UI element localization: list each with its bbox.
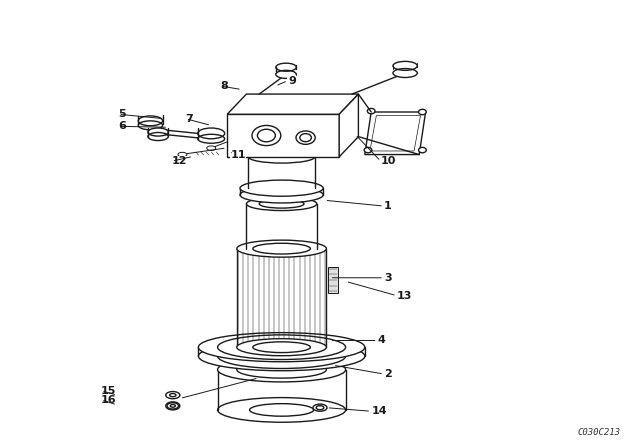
Text: 3: 3 — [384, 273, 392, 283]
Ellipse shape — [246, 197, 317, 211]
Ellipse shape — [393, 69, 417, 78]
Ellipse shape — [207, 146, 216, 151]
Bar — [328, 267, 338, 293]
Text: 6: 6 — [118, 121, 126, 131]
Ellipse shape — [419, 147, 426, 153]
Ellipse shape — [166, 402, 180, 410]
Ellipse shape — [218, 358, 346, 382]
Ellipse shape — [237, 339, 326, 356]
Text: 14: 14 — [371, 406, 387, 416]
Ellipse shape — [198, 332, 365, 362]
Ellipse shape — [419, 109, 426, 115]
Ellipse shape — [178, 152, 187, 157]
Text: 7: 7 — [186, 114, 193, 124]
Text: 10: 10 — [381, 156, 396, 166]
Ellipse shape — [218, 398, 346, 422]
Text: 13: 13 — [397, 291, 412, 301]
Ellipse shape — [248, 151, 315, 163]
Text: 16: 16 — [101, 395, 116, 405]
Text: 5: 5 — [118, 109, 126, 119]
Ellipse shape — [296, 131, 316, 144]
Ellipse shape — [313, 404, 327, 411]
Text: 12: 12 — [172, 156, 187, 166]
Ellipse shape — [166, 392, 180, 399]
Ellipse shape — [198, 128, 225, 139]
Polygon shape — [339, 94, 358, 157]
Text: 2: 2 — [384, 369, 392, 379]
Ellipse shape — [276, 70, 296, 78]
Text: 4: 4 — [378, 336, 385, 345]
Ellipse shape — [252, 125, 281, 146]
Polygon shape — [227, 114, 339, 157]
Ellipse shape — [364, 147, 372, 153]
Polygon shape — [365, 112, 426, 155]
Ellipse shape — [198, 341, 365, 371]
Ellipse shape — [240, 187, 323, 203]
Ellipse shape — [367, 108, 375, 114]
Text: 9: 9 — [288, 76, 296, 86]
Polygon shape — [370, 116, 420, 151]
Text: 11: 11 — [230, 151, 246, 160]
Text: 8: 8 — [221, 81, 228, 91]
Ellipse shape — [237, 240, 326, 257]
Polygon shape — [227, 94, 358, 114]
Text: 15: 15 — [101, 386, 116, 396]
Ellipse shape — [240, 180, 323, 196]
Text: C030C213: C030C213 — [578, 428, 621, 437]
Text: 1: 1 — [384, 201, 392, 211]
Ellipse shape — [138, 116, 163, 126]
Ellipse shape — [148, 128, 168, 136]
